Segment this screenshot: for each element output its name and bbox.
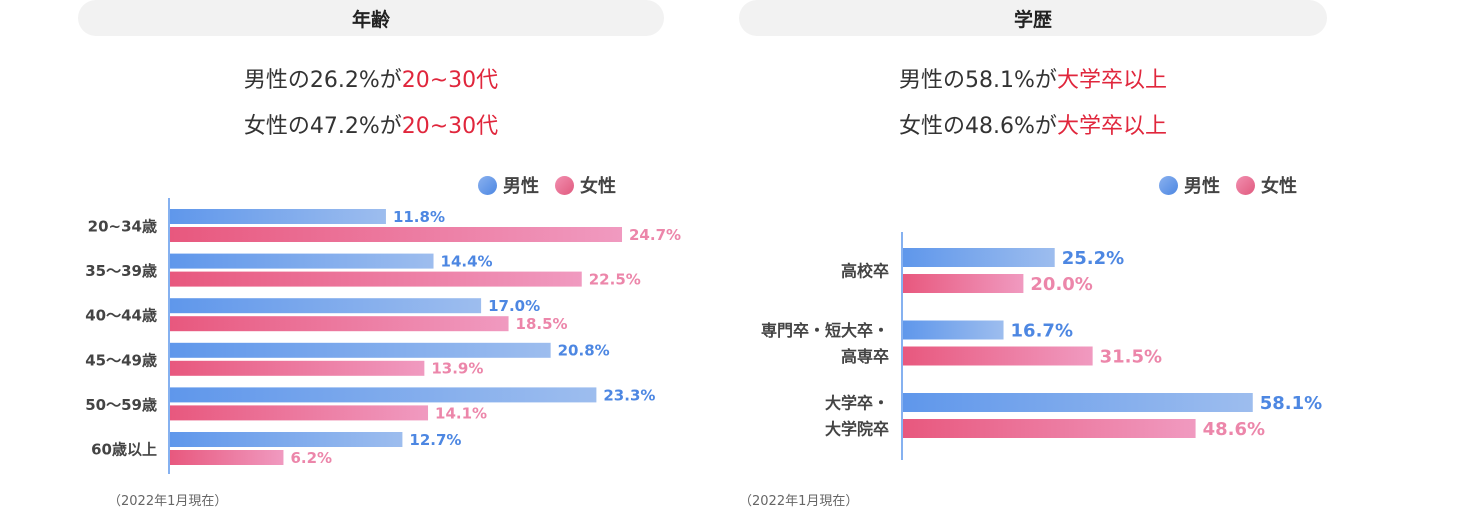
category-label: 20~34歳	[88, 218, 157, 236]
age-summary-line-2: 女性の47.2%が20~30代	[78, 108, 664, 140]
value-label-female: 6.2%	[290, 449, 332, 467]
value-label-male: 12.7%	[409, 431, 461, 449]
age-title-pill: 年齢	[78, 0, 664, 36]
value-label-male: 58.1%	[1260, 393, 1322, 414]
bar-female	[170, 360, 425, 376]
edu-title: 学歴	[1013, 8, 1052, 31]
age-title: 年齢	[351, 8, 390, 31]
bar-female	[170, 405, 429, 421]
value-label-female: 24.7%	[629, 226, 681, 244]
value-label-male: 25.2%	[1062, 248, 1124, 269]
age-legend-male: 男性	[478, 172, 539, 198]
age-summary-1-prefix: 男性の26.2%が	[243, 68, 402, 93]
category-label: 50〜59歳	[85, 396, 157, 414]
age-summary-2-highlight: 20~30代	[401, 114, 499, 139]
bar-male	[170, 253, 434, 269]
edu-legend-male: 男性	[1159, 172, 1220, 198]
female-dot-icon	[1236, 175, 1255, 195]
category-label: 大学卒・	[825, 394, 889, 413]
value-label-male: 11.8%	[393, 208, 445, 226]
value-label-male: 20.8%	[558, 342, 610, 360]
category-label: 45〜49歳	[85, 351, 157, 369]
bar-female	[170, 227, 623, 242]
edu-summary-1-highlight: 大学卒以上	[1056, 68, 1167, 93]
category-label: 高専卒	[841, 347, 889, 366]
bar-male	[170, 342, 551, 358]
value-label-female: 48.6%	[1203, 419, 1265, 440]
edu-title-pill: 学歴	[739, 0, 1327, 36]
value-label-male: 14.4%	[441, 253, 493, 271]
edu-legend-female-label: 女性	[1261, 176, 1297, 197]
value-label-female: 22.5%	[589, 271, 641, 289]
category-label: 大学院卒	[825, 420, 889, 439]
age-bar-chart: 20~34歳 11.8% 24.7% 35〜39歳 14.4% 22.5% 40〜44歳 17…	[85, 198, 681, 474]
category-label: 35〜39歳	[85, 262, 157, 280]
edu-summary-2-highlight: 大学卒以上	[1056, 114, 1167, 139]
age-summary-2-prefix: 女性の47.2%が	[243, 114, 402, 139]
value-label-male: 23.3%	[603, 386, 655, 404]
category-label: 40〜44歳	[85, 307, 157, 325]
edu-summary-2-prefix: 女性の48.6%が	[899, 114, 1057, 139]
bar-male	[170, 209, 386, 224]
bar-male	[903, 320, 1004, 340]
bar-male	[903, 393, 1253, 412]
female-dot-icon	[555, 175, 574, 195]
value-label-male: 17.0%	[488, 297, 540, 315]
bar-male	[170, 387, 597, 403]
age-legend-female-label: 女性	[580, 176, 616, 197]
bar-female	[170, 450, 284, 465]
edu-note: （2022年1月現在）	[739, 494, 859, 509]
bar-male	[170, 432, 403, 447]
age-summary-1-highlight: 20~30代	[401, 68, 499, 93]
age-summary-line-1: 男性の26.2%が20~30代	[78, 62, 664, 94]
edu-legend-female: 女性	[1236, 172, 1297, 198]
edu-summary-1-prefix: 男性の58.1%が	[899, 68, 1057, 93]
bar-female	[903, 346, 1093, 366]
bar-male	[903, 248, 1055, 267]
edu-bar-chart: 高校卒 25.2% 20.0% 専門卒・短大卒・高専卒 16.7% 31.5% 大学卒・大学…	[761, 232, 1322, 460]
age-legend-female: 女性	[555, 172, 616, 198]
value-label-female: 18.5%	[516, 315, 568, 333]
edu-summary-line-2: 女性の48.6%が大学卒以上	[739, 108, 1327, 140]
edu-summary-line-1: 男性の58.1%が大学卒以上	[739, 62, 1327, 94]
male-dot-icon	[1159, 175, 1178, 195]
age-note: （2022年1月現在）	[108, 494, 228, 509]
bar-male	[170, 298, 482, 314]
value-label-female: 13.9%	[431, 360, 483, 378]
male-dot-icon	[478, 175, 497, 195]
value-label-female: 14.1%	[435, 404, 487, 422]
value-label-female: 20.0%	[1030, 274, 1092, 295]
age-legend: 男性 女性	[462, 172, 616, 198]
edu-legend-male-label: 男性	[1184, 176, 1220, 197]
bar-female	[170, 271, 582, 287]
category-label: 高校卒	[841, 262, 889, 281]
bar-female	[170, 316, 509, 332]
edu-legend: 男性 女性	[1143, 172, 1297, 198]
bar-female	[903, 419, 1196, 438]
value-label-male: 16.7%	[1011, 320, 1073, 341]
value-label-female: 31.5%	[1100, 346, 1162, 367]
category-label: 専門卒・短大卒・	[761, 321, 889, 340]
bar-female	[903, 274, 1024, 293]
category-label: 60歳以上	[91, 441, 157, 459]
age-legend-male-label: 男性	[503, 176, 539, 197]
